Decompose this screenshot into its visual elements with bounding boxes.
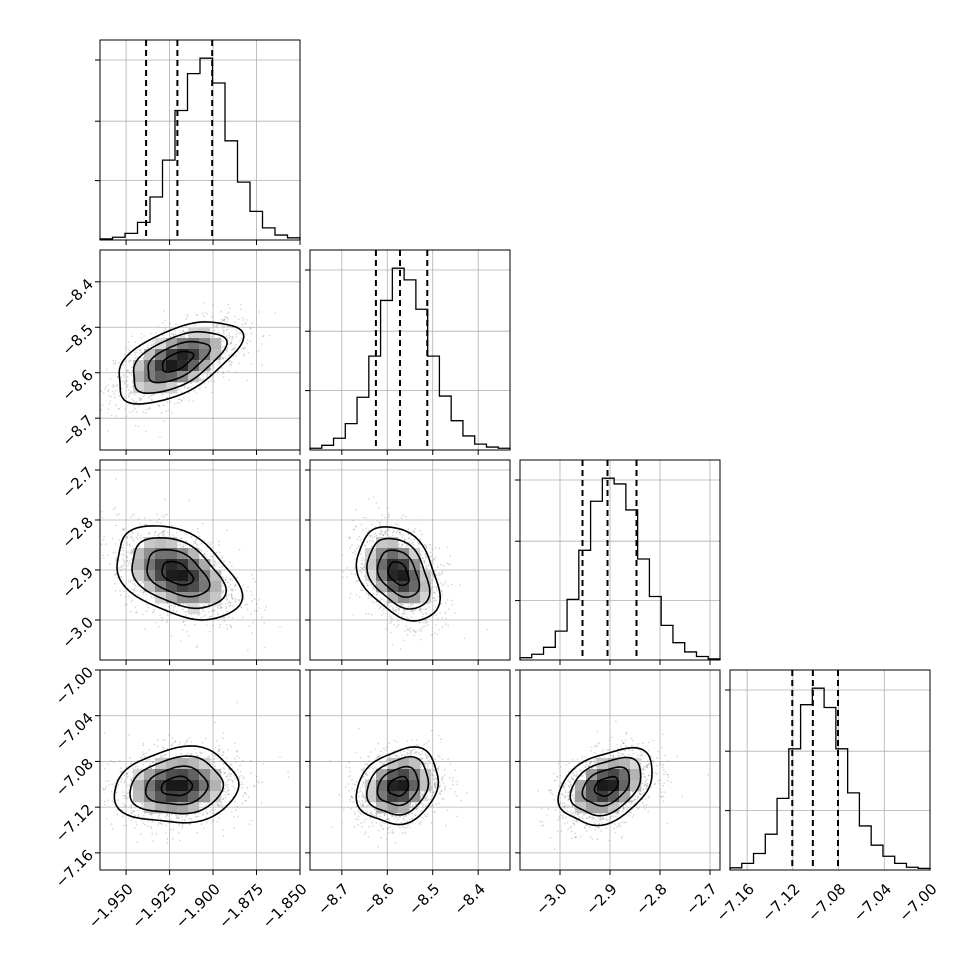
x-tick-label-2-0: −3.0 [532, 880, 570, 918]
y-tick-label-1-1: −8.6 [59, 366, 97, 404]
scatter-panel-3-1 [305, 669, 511, 875]
contour-3-1-3 [355, 746, 440, 826]
y-tick-label-3-1: −7.12 [52, 800, 97, 845]
contour-3-2-2 [569, 756, 642, 817]
contour-3-0-0 [160, 775, 194, 797]
y-tick-label-1-3: −8.4 [59, 275, 97, 313]
contour-3-1-2 [365, 755, 430, 816]
histogram-frame-2 [519, 459, 721, 661]
contour-1-0-2 [132, 330, 228, 394]
y-tick-label-3-3: −7.04 [52, 709, 97, 754]
scatter-area-2-1 [341, 496, 488, 650]
y-tick-label-2-0: −3.0 [59, 613, 97, 651]
scatter-panel-2-1 [305, 459, 511, 665]
x-tick-label-1-3: −8.4 [450, 880, 488, 918]
contour-2-1-2 [366, 537, 431, 610]
contour-3-2-3 [557, 746, 653, 827]
panel-frame-3-0 [99, 669, 301, 871]
scatter-area-3-1 [329, 728, 468, 848]
histogram-step-0 [99, 57, 301, 240]
histogram-frame-0 [99, 39, 301, 241]
y-tick-label-1-2: −8.5 [59, 321, 97, 359]
contour-3-1-1 [376, 765, 420, 807]
contour-3-1-0 [387, 775, 410, 797]
scatter-panel-1-0 [95, 249, 301, 455]
scatter-area-3-0 [100, 701, 290, 844]
x-tick-label-3-1: −7.12 [758, 880, 803, 925]
y-tick-label-3-0: −7.16 [52, 846, 97, 891]
x-tick-label-1-2: −8.5 [405, 880, 443, 918]
contour-3-0-1 [144, 765, 209, 806]
contour-2-1-3 [355, 526, 442, 622]
x-tick-label-3-4: −7.00 [896, 880, 941, 925]
x-tick-label-0-3: −1.875 [215, 880, 267, 932]
contour-2-0-2 [131, 536, 228, 610]
scatter-panel-3-0 [95, 669, 301, 875]
contour-2-1-1 [376, 549, 421, 599]
histogram-frame-1 [309, 249, 511, 451]
histogram-panel-1 [305, 249, 511, 455]
histogram-step-1 [309, 267, 511, 450]
scatter-area-1-0 [100, 301, 277, 438]
x-tick-label-3-3: −7.04 [850, 880, 895, 925]
scatter-panel-2-0 [95, 459, 301, 665]
contour-1-0-0 [161, 350, 195, 373]
x-tick-label-0-4: −1.850 [259, 880, 311, 932]
contour-2-0-3 [116, 525, 244, 621]
density-squares-3-1 [365, 758, 432, 814]
y-tick-label-2-2: −2.8 [59, 513, 97, 551]
y-tick-label-2-3: −2.7 [59, 463, 97, 501]
x-tick-label-0-2: −1.900 [172, 880, 224, 932]
contour-3-0-2 [129, 755, 225, 815]
contour-1-0-3 [118, 321, 245, 405]
contour-2-0-0 [161, 560, 195, 586]
y-tick-label-3-4: −7.00 [52, 663, 97, 708]
x-tick-label-3-2: −7.08 [804, 880, 849, 925]
panel-frame-3-2 [519, 669, 721, 871]
histogram-panel-3 [725, 669, 931, 871]
scatter-area-2-0 [100, 478, 281, 652]
scatter-area-3-2 [537, 720, 709, 850]
histogram-panel-2 [515, 459, 721, 665]
contour-2-0-1 [146, 548, 211, 598]
histogram-frame-3 [729, 669, 931, 871]
density-squares-1-0 [133, 327, 222, 394]
x-tick-label-0-1: −1.925 [128, 880, 180, 932]
x-tick-label-2-1: −2.9 [582, 880, 620, 918]
histogram-step-2 [519, 477, 721, 660]
y-tick-label-2-1: −2.9 [59, 563, 97, 601]
panel-frame-2-0 [99, 459, 301, 661]
y-tick-label-3-2: −7.08 [52, 755, 97, 800]
x-tick-label-1-1: −8.6 [360, 880, 398, 918]
x-tick-label-1-0: −8.7 [314, 880, 352, 918]
panel-frame-3-1 [309, 669, 511, 871]
contour-3-2-0 [593, 775, 619, 797]
histogram-step-3 [729, 687, 931, 870]
contour-1-0-1 [147, 340, 212, 384]
contour-3-2-1 [581, 766, 631, 807]
y-tick-label-1-0: −8.7 [59, 411, 97, 449]
histogram-panel-0 [95, 39, 301, 245]
panel-frame-1-0 [99, 249, 301, 451]
panel-frame-2-1 [309, 459, 511, 661]
x-tick-label-3-0: −7.16 [713, 880, 758, 925]
scatter-panel-3-2 [515, 669, 721, 875]
x-tick-label-0-0: −1.950 [85, 880, 137, 932]
contour-2-1-0 [387, 561, 410, 587]
contour-3-0-3 [113, 745, 240, 824]
x-tick-label-2-2: −2.8 [632, 880, 670, 918]
